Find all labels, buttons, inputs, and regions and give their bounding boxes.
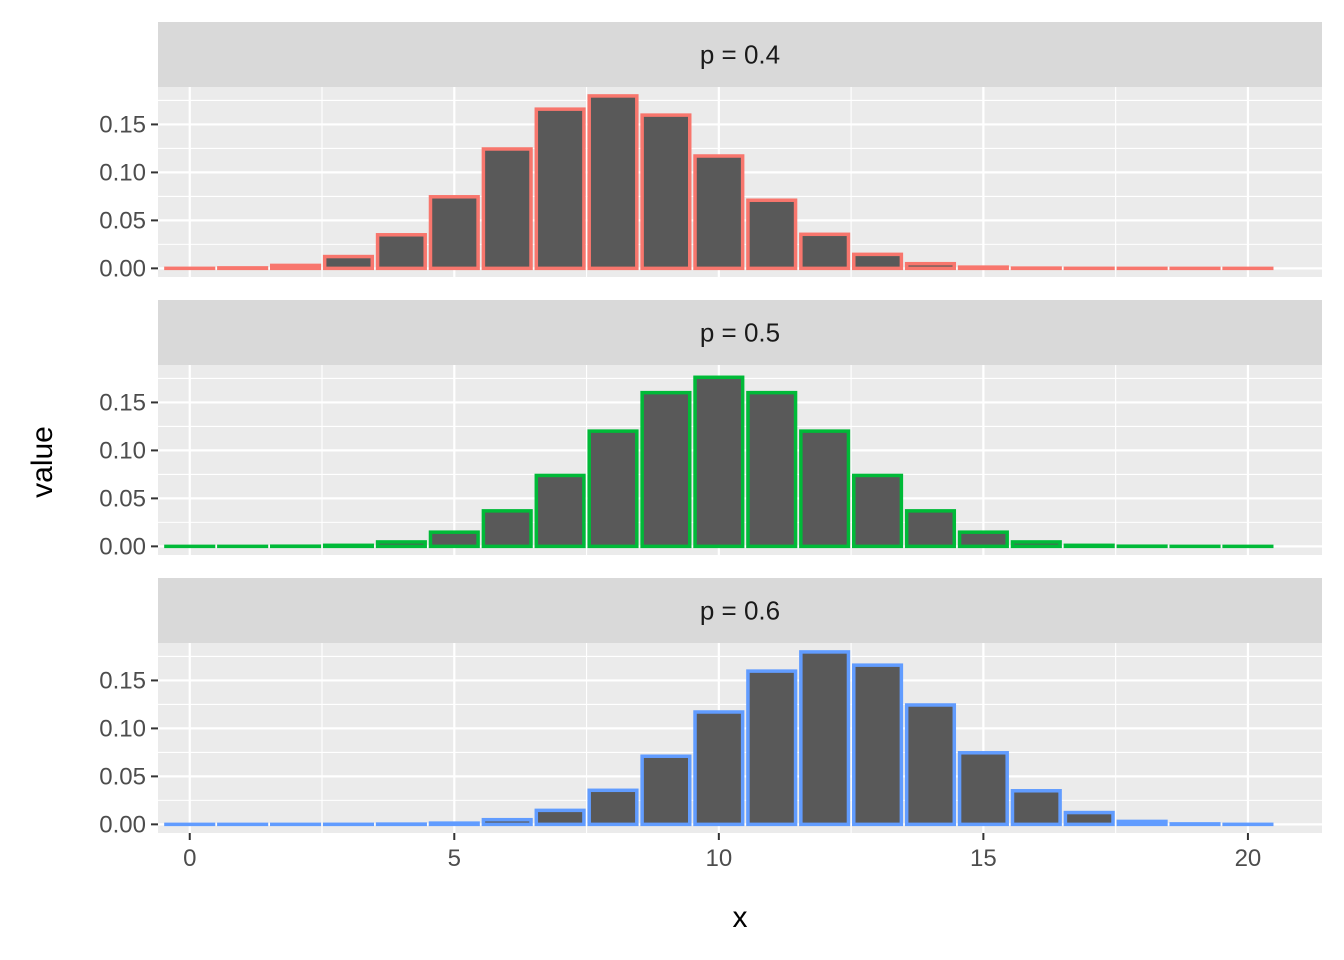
bar — [852, 663, 904, 827]
bar — [904, 703, 957, 827]
y-tick-label: 0.05 — [99, 485, 146, 512]
y-tick-label: 0.00 — [99, 811, 146, 838]
bar — [799, 650, 851, 827]
bar — [640, 113, 692, 271]
bar — [481, 509, 533, 549]
facet-strip-label: p = 0.4 — [700, 40, 780, 70]
bar — [640, 754, 692, 827]
bar — [1063, 810, 1115, 827]
x-tick-label: 5 — [448, 845, 461, 872]
bar — [375, 540, 427, 549]
bar — [1063, 543, 1115, 549]
bar — [852, 473, 904, 549]
bar — [746, 198, 798, 271]
y-tick-label: 0.15 — [99, 667, 146, 694]
y-tick-label: 0.00 — [99, 255, 146, 282]
bar — [1116, 819, 1168, 827]
bar — [375, 233, 427, 271]
y-tick-label: 0.10 — [99, 715, 146, 742]
facet-panel: p = 0.6 0.00 0.05 0.10 0.15 — [99, 578, 1322, 838]
x-tick-label: 0 — [183, 845, 196, 872]
y-tick-label: 0.10 — [99, 437, 146, 464]
bar — [428, 821, 480, 827]
bar — [587, 429, 639, 549]
y-tick-label: 0.10 — [99, 159, 146, 186]
x-tick-label: 15 — [970, 845, 997, 872]
bar — [481, 147, 533, 271]
y-axis-title: value — [26, 426, 59, 498]
y-tick-label: 0.00 — [99, 533, 146, 560]
x-tick-label: 20 — [1235, 845, 1262, 872]
bar — [693, 154, 745, 271]
bar — [322, 543, 375, 549]
x-axis: 0 5 10 15 20 — [183, 833, 1261, 872]
bar — [799, 429, 851, 549]
bar — [957, 265, 1009, 271]
facet-panel: p = 0.4 0.00 0.05 0.10 0.15 — [99, 22, 1322, 282]
bar — [904, 509, 957, 549]
bar — [587, 94, 639, 271]
bar — [693, 710, 745, 827]
y-tick-label: 0.05 — [99, 207, 146, 234]
bar — [1010, 540, 1062, 549]
bar — [587, 788, 639, 827]
y-tick-label: 0.05 — [99, 763, 146, 790]
x-tick-label: 10 — [705, 845, 732, 872]
facet-panel: p = 0.5 0.00 0.05 0.10 0.15 — [99, 300, 1322, 560]
bar — [322, 254, 375, 271]
facet-strip-label: p = 0.5 — [700, 318, 780, 348]
y-tick-label: 0.15 — [99, 111, 146, 138]
bar — [1010, 789, 1062, 827]
bar — [693, 375, 745, 549]
bar — [957, 751, 1009, 827]
facet-strip — [158, 300, 1322, 365]
y-tick-label: 0.15 — [99, 389, 146, 416]
bar — [428, 530, 480, 549]
bar — [957, 530, 1009, 549]
x-axis-title: x — [733, 901, 748, 934]
bar — [428, 195, 480, 271]
bar — [270, 263, 322, 271]
facet-strip-label: p = 0.6 — [700, 596, 780, 626]
bar — [852, 252, 904, 271]
bar — [904, 261, 957, 271]
bar — [640, 390, 692, 549]
bar — [534, 808, 586, 827]
bar — [746, 390, 798, 549]
chart-panels: p = 0.4 0.00 0.05 0.10 0.15 p = 0.5 0.00 0.05 0.… — [99, 22, 1322, 838]
facet-strip — [158, 578, 1322, 643]
facet-strip — [158, 22, 1322, 87]
bar — [481, 817, 533, 827]
bar — [534, 107, 586, 271]
bar — [534, 473, 586, 549]
bar — [799, 232, 851, 271]
bar — [746, 669, 798, 827]
